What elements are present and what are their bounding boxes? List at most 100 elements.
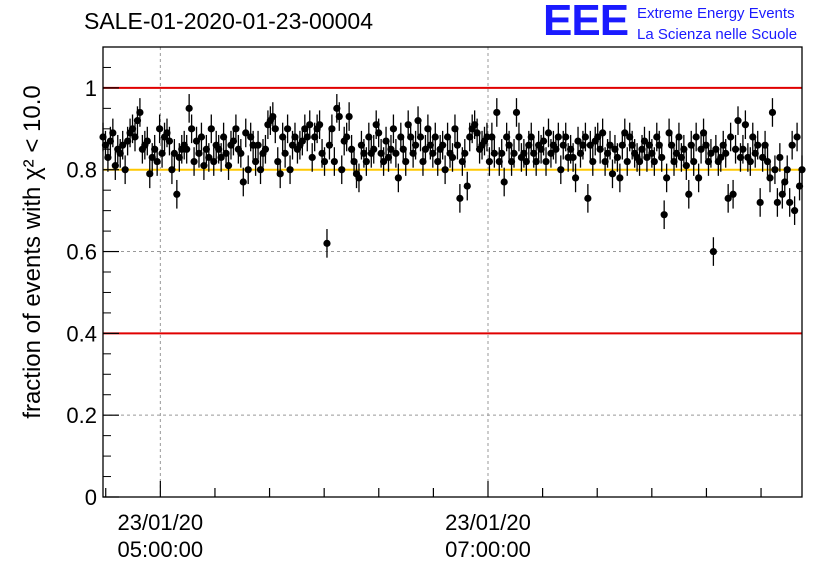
marker (343, 133, 351, 141)
marker (111, 162, 119, 170)
data-point (793, 122, 801, 152)
marker (645, 141, 654, 149)
data-point (756, 188, 764, 217)
marker (756, 198, 764, 207)
data-point (490, 139, 498, 168)
marker (158, 149, 166, 157)
data-point (791, 196, 799, 225)
data-point (699, 118, 708, 148)
data-point (739, 134, 747, 164)
data-point (594, 122, 602, 152)
data-point (220, 122, 228, 152)
data-point (165, 126, 174, 156)
marker (451, 125, 459, 133)
marker (453, 141, 462, 149)
reference-lines (103, 86, 802, 335)
marker (746, 157, 754, 166)
data-point (111, 151, 119, 180)
data-point (195, 139, 203, 168)
marker (525, 141, 533, 149)
data-point (510, 139, 518, 168)
marker (458, 157, 466, 166)
marker (372, 121, 380, 129)
marker (350, 157, 358, 166)
data-point (724, 184, 732, 213)
marker (163, 129, 171, 137)
x-tick-label-time: 07:00:00 (445, 537, 531, 562)
data-point (254, 130, 262, 160)
marker (325, 141, 334, 149)
data-point (451, 114, 459, 144)
x-tick-label-date: 23/01/20 (118, 510, 204, 535)
data-point (571, 163, 580, 193)
data-point (168, 155, 176, 185)
marker (345, 112, 353, 121)
marker (690, 157, 698, 166)
data-point (251, 147, 260, 176)
marker (603, 149, 612, 157)
marker (173, 190, 181, 198)
data-point (387, 134, 395, 164)
data-point (680, 134, 688, 164)
marker (448, 153, 457, 162)
marker (697, 145, 705, 153)
data-point (379, 147, 388, 176)
data-point (347, 134, 356, 164)
data-point (731, 134, 740, 164)
data-point (109, 118, 117, 148)
marker (192, 137, 201, 145)
marker (365, 133, 373, 141)
data-point (527, 122, 535, 152)
marker (640, 137, 649, 145)
marker (537, 145, 545, 153)
marker (357, 141, 366, 149)
data-point (675, 122, 683, 152)
marker (190, 157, 198, 166)
data-point (729, 179, 737, 209)
marker (124, 137, 132, 145)
marker (269, 112, 277, 121)
eee-logo-line-1: Extreme Energy Events (637, 5, 795, 22)
data-point (505, 130, 513, 160)
marker (146, 170, 154, 178)
data-point (773, 188, 781, 217)
marker (488, 133, 496, 141)
data-point (544, 118, 553, 148)
data-point (291, 122, 299, 152)
x-tick-label-time: 05:00:00 (118, 537, 204, 562)
data-point (746, 147, 754, 176)
data-point (707, 139, 715, 168)
data-point (170, 139, 178, 168)
marker (759, 153, 767, 162)
data-point (606, 130, 614, 160)
marker (773, 198, 781, 207)
marker (707, 149, 715, 157)
marker (665, 129, 673, 137)
data-point (424, 114, 432, 144)
marker (658, 153, 666, 162)
data-point (338, 155, 346, 185)
data-point (586, 130, 594, 160)
marker (323, 239, 331, 247)
marker (411, 141, 420, 149)
marker (653, 133, 661, 141)
marker (638, 145, 646, 153)
data-point (237, 139, 245, 168)
marker (338, 166, 346, 174)
marker (628, 141, 636, 149)
marker (795, 182, 804, 190)
marker (424, 125, 432, 133)
marker (210, 157, 218, 166)
data-point (640, 126, 649, 156)
data-point (616, 163, 624, 193)
marker (274, 157, 282, 166)
data-point (375, 118, 383, 148)
marker (207, 125, 215, 133)
marker (355, 174, 363, 182)
marker (397, 133, 405, 141)
data-point (692, 122, 700, 152)
data-point (667, 130, 676, 160)
marker (434, 157, 442, 166)
marker (104, 153, 112, 162)
data-point (663, 163, 671, 193)
